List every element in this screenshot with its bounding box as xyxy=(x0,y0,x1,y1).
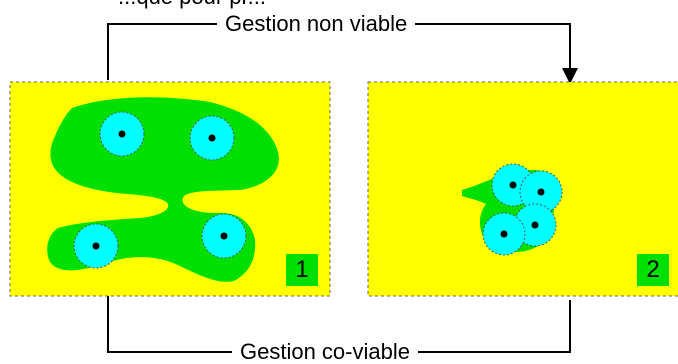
panel-2-badge-box xyxy=(637,254,669,286)
panel-2-badge: 2 xyxy=(646,256,660,283)
patch xyxy=(482,212,526,256)
panel-2 xyxy=(367,81,678,297)
panel-1 xyxy=(9,81,331,297)
label-non-viable-management: Gestion non viable xyxy=(217,12,416,36)
label-co-viable-management: Gestion co-viable xyxy=(232,340,418,364)
patch xyxy=(99,111,145,157)
panel-1-patches xyxy=(73,111,247,269)
patch xyxy=(73,223,119,269)
panel-1-badge: 1 xyxy=(295,256,309,283)
panel-2-patches xyxy=(482,163,563,256)
clipped-header-text: ...que pour pr... xyxy=(118,0,266,8)
patch xyxy=(201,213,247,259)
panel-1-badge-box xyxy=(286,254,318,286)
patch xyxy=(189,115,235,161)
